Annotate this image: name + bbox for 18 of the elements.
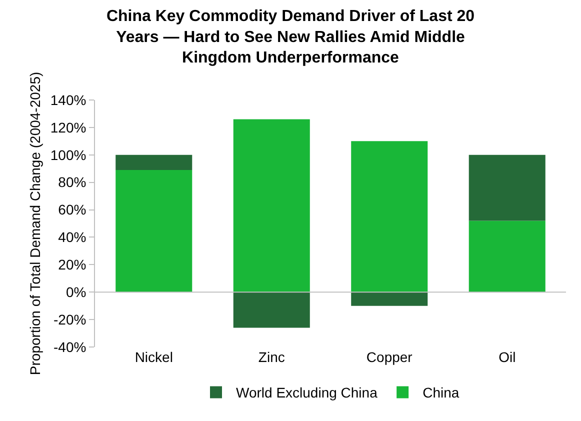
chart-title: China Key Commodity Demand Driver of Last 20 Years — Hard to See New Rallies Amid Middle Kingdom Underperformance: [106, 8, 475, 67]
y-tick-label: 100%: [50, 146, 86, 163]
y-tick-label: -20%: [54, 311, 86, 328]
legend-label: China: [422, 384, 460, 401]
y-tick-label: 20%: [58, 256, 86, 273]
y-axis-title: Proportion of Total Demand Change (2004-2025): [26, 72, 43, 376]
x-tick-label: Nickel: [134, 349, 173, 365]
y-tick-label: 80%: [58, 174, 86, 190]
y-tick-label: 40%: [58, 229, 86, 246]
y-tick-label: 120%: [50, 119, 86, 136]
legend-label: World Excluding China: [236, 384, 378, 401]
y-tick-label: -40%: [54, 338, 86, 355]
y-tick-label: 60%: [58, 202, 86, 218]
x-tick-label: Copper: [366, 349, 413, 365]
x-tick-label: Oil: [498, 349, 516, 365]
y-tick-label: 140%: [50, 92, 86, 108]
x-tick-label: Zinc: [258, 349, 285, 365]
y-tick-label: 0%: [66, 284, 86, 300]
